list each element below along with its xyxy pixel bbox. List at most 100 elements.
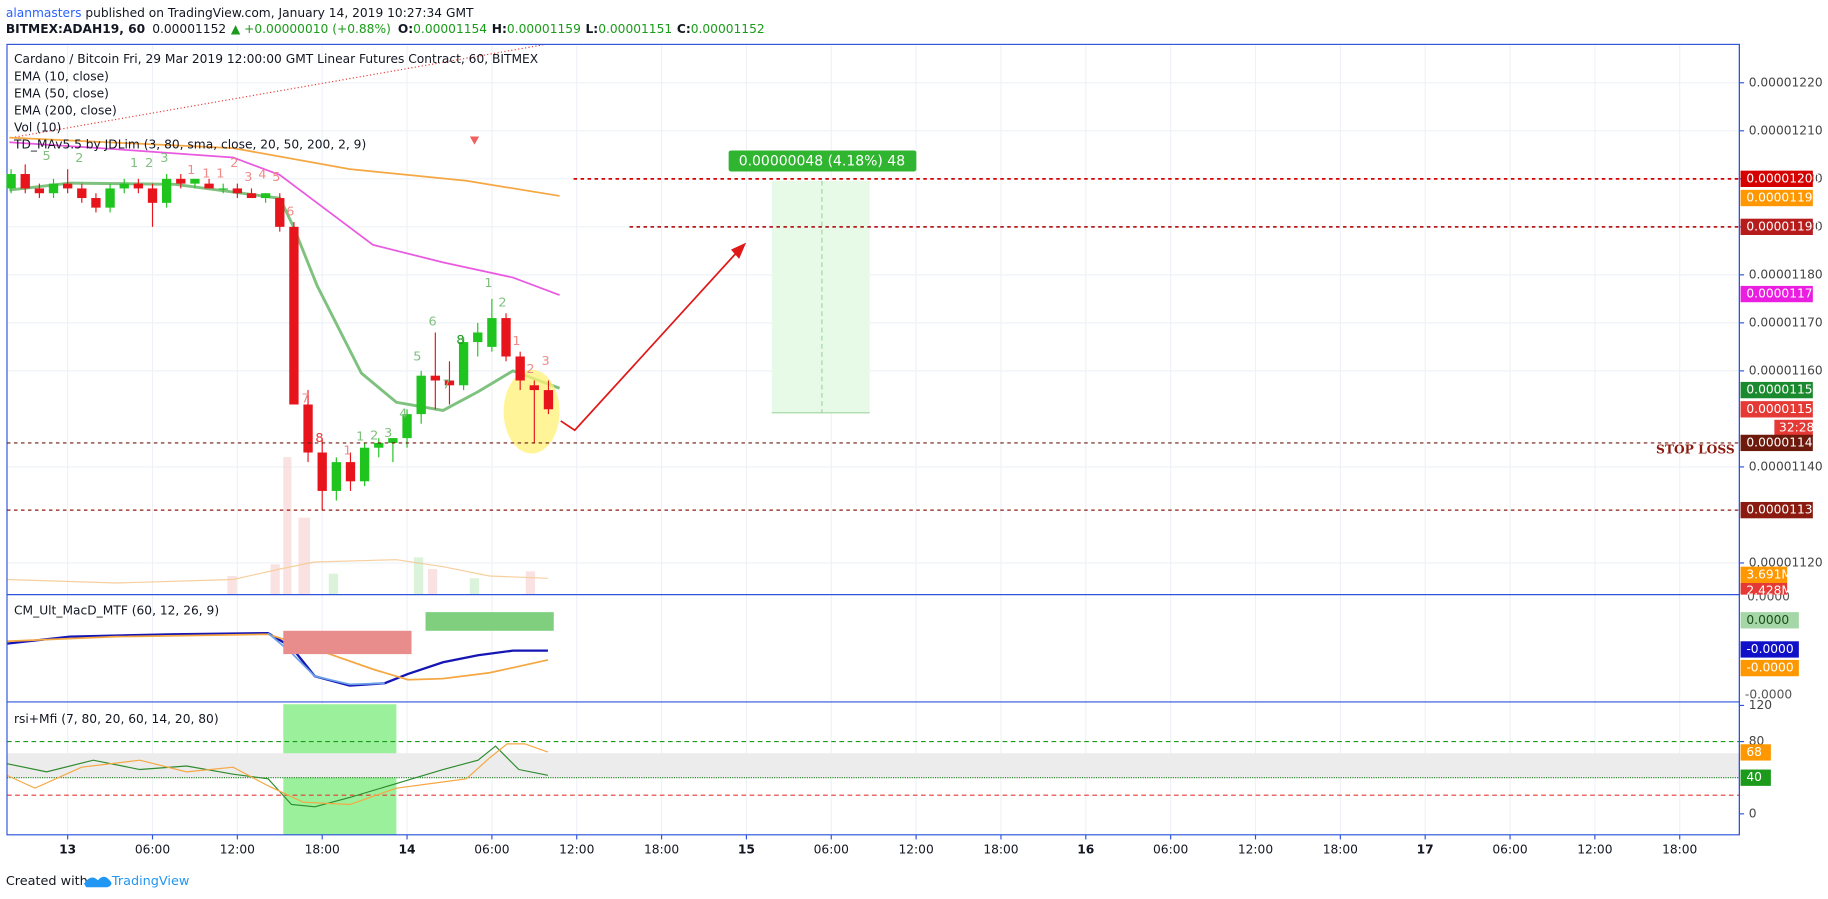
volume [6,457,548,595]
user[interactable]: alanmasters [6,5,82,19]
td-count: 6 [286,205,294,220]
macd-line [6,631,548,687]
volume-bar [469,578,480,595]
x-tick-label: 18:00 [1323,842,1358,856]
td-count: 1 [202,166,210,181]
volume-bar [283,457,292,595]
x-tick-label: 12:00 [559,842,594,856]
ema-200 [9,136,560,197]
candle-body [105,188,115,208]
macd-tag [1740,612,1799,629]
td-count: 1 [512,334,520,349]
candle-body [133,183,144,189]
chart-title: Cardano / Bitcoin Fri, 29 Mar 2019 12:00… [14,52,538,66]
candle-body [232,188,243,194]
symbol: BITMEX:ADAH19, 60 [6,22,145,36]
measure-label: 0.00000048 (4.18%) 48 [739,154,905,170]
candle-body [374,442,384,448]
candle-body [91,198,101,208]
indicator-legend: TD_MAv5.5 by JDLim (3, 80, sma, close, 2… [13,138,366,152]
x-tick-label: 15 [738,842,755,856]
td-count: 1 [356,430,364,445]
candle-body [246,193,257,199]
td-count: 2 [75,151,83,166]
countdown-bg [1774,419,1813,437]
rsi-title: rsi+Mfi (7, 80, 20, 60, 14, 20, 80) [14,712,219,726]
volume-tag [1740,566,1788,583]
ema-10 [9,181,561,412]
candle-body [444,380,455,386]
price-tag [1740,170,1813,187]
candle-body [48,183,59,194]
candle-body [359,447,370,482]
price-tag-label: 0.00001176 [1746,287,1820,301]
candle-body [62,183,73,189]
price-tag-label: 0.00001152 [1746,402,1820,416]
candle-body [20,174,30,189]
l-key: L: [586,22,599,36]
candle-body [77,188,87,199]
td-count: 2 [498,296,506,311]
td-count: 5 [413,349,421,364]
candle-body [161,178,172,203]
volume-tag [1740,582,1788,595]
volume-bar [227,575,237,595]
td-count: 2 [526,362,534,377]
last: 0.00001152 [152,22,226,36]
td-count: 1 [484,276,492,291]
td-count: 7 [301,391,309,406]
macd-tag [1740,659,1799,677]
candle-body [543,390,554,410]
price-tag [1740,401,1813,418]
y-tick-label: 0.00001180 [1749,267,1823,281]
td-count: 8 [315,431,323,446]
rsi-tick-label: 120 [1749,698,1772,712]
y-tick-label: 0.00001210 [1749,123,1823,137]
td-count: 3 [542,354,550,369]
stop-loss: STOP LOSS [1656,443,1735,457]
arrow-head [730,242,747,259]
candle-body [204,183,214,189]
td-count: 8 [456,333,464,348]
volume-bar [427,568,438,595]
macd-tag-label: -0.0000 [1746,661,1793,675]
td-count: 1 [187,163,195,178]
x-tick-label: 14 [399,842,416,856]
candle-body [487,318,497,347]
price-tag [1740,381,1813,399]
td-count: 3 [244,170,252,185]
x-tick-label: 18:00 [983,842,1018,856]
x-tick-label: 12:00 [1238,842,1273,856]
x-tick-label: 13 [59,842,76,856]
price-tag [1740,434,1813,452]
indicator-legend: EMA (50, close) [14,87,109,101]
td-count: 4 [399,406,407,421]
indicator-legend: Vol (10) [14,121,61,135]
td-count: 1 [216,166,224,181]
forecast-arrow [560,246,743,432]
price-tag [1740,285,1813,303]
brand[interactable]: TradingView [111,874,189,889]
td-count: 3 [384,426,392,441]
y-tick-label: 0.00001170 [1749,315,1823,329]
candle-body [529,385,539,391]
candle-body [402,414,412,439]
h-val: 0.00001159 [507,22,581,36]
x-tick-label: 06:00 [474,842,509,856]
highlight-ellipse [503,369,560,454]
x-tick-label: 06:00 [1153,842,1188,856]
x-tick-label: 12:00 [898,842,933,856]
candle-body [34,188,45,194]
rsi-tick-label: 0 [1749,806,1757,820]
x-tick-label: 12:00 [1577,842,1612,856]
td-count: 7 [442,377,450,392]
x-tick-label: 18:00 [644,842,679,856]
y-tick-label: 0.00001120 [1749,555,1823,569]
candle-body [275,198,285,227]
measure-box [771,180,870,413]
price-tag-label: 0.00001196 [1746,191,1820,205]
y-tick-label: 0.00001220 [1749,75,1823,89]
candle-body [317,452,327,491]
